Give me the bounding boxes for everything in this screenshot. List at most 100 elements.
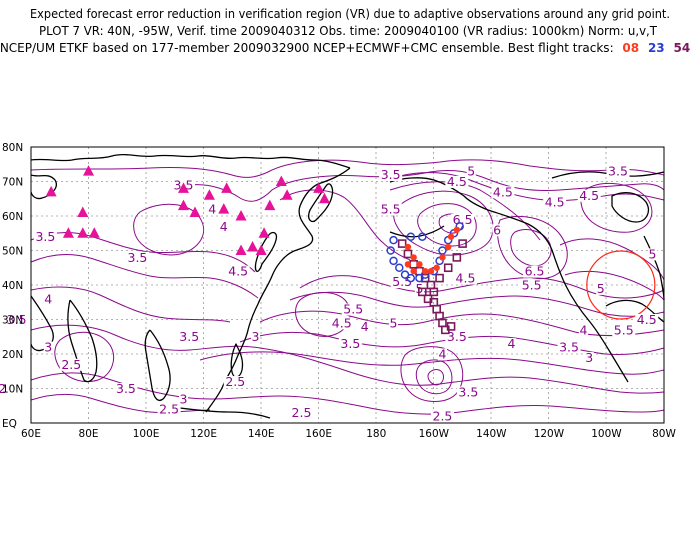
track-54-point — [420, 273, 430, 283]
map-frame — [30, 146, 665, 424]
contour-label-bg — [219, 220, 229, 233]
contour-label: 3.5 — [608, 164, 628, 179]
contour-5.5-ring — [393, 190, 494, 256]
triangle-marker — [264, 199, 276, 211]
contour-label-bg — [543, 196, 567, 209]
triangle-marker — [218, 203, 230, 214]
track-54-point — [443, 263, 453, 273]
contour-label: 5 — [390, 315, 398, 330]
contour-label-bg — [466, 165, 476, 178]
contour-label-bg — [445, 175, 469, 188]
contour-label-bg — [43, 293, 53, 306]
track-54-point — [446, 322, 456, 331]
contour-label: 2.5 — [292, 405, 312, 420]
contour-label-bg — [596, 282, 606, 295]
contour-low-ring-2 — [415, 359, 453, 395]
coast-eurasia-north — [30, 153, 351, 169]
track-54-point — [429, 287, 439, 297]
contour-label: 4.5 — [493, 184, 513, 199]
lon-label: 140E — [248, 428, 275, 440]
track-08-point — [410, 268, 417, 275]
contour-label: 4.5 — [579, 188, 599, 203]
contour-3-south — [30, 324, 665, 394]
contour-label-bg — [33, 231, 57, 244]
contour-label: 4 — [208, 202, 216, 217]
contour-high-ring-west — [295, 292, 351, 337]
track-23-point — [389, 235, 398, 245]
lon-label: 120E — [190, 428, 217, 440]
contour-label: 3.5 — [340, 336, 360, 351]
track-54-point — [458, 239, 467, 248]
lat-label: EQ — [2, 418, 17, 430]
coast-gulf-of-mexico — [605, 299, 665, 323]
triangle-marker — [247, 241, 259, 252]
contour-low-ring-1 — [400, 346, 464, 402]
lat-label: 40N — [2, 280, 23, 292]
contour-label-bg — [606, 165, 630, 178]
contour-5.5-pacific — [299, 275, 665, 299]
contour-label: 3.5 — [381, 167, 401, 182]
track-23-point — [389, 256, 398, 266]
lat-label: 30N — [2, 315, 23, 327]
contour-label: 4.5 — [545, 195, 565, 210]
contour-label: 6.5 — [525, 264, 545, 279]
contour-label-bg — [5, 313, 29, 326]
coast-indonesia — [179, 407, 271, 419]
contour-label: 4 — [508, 336, 516, 351]
track-23-point — [406, 232, 416, 241]
flight-track-08 — [404, 226, 461, 275]
map-panel: 3.54.554.53.54.55.56.563.5443.53.54.543.… — [0, 146, 665, 424]
track-23-point — [418, 232, 427, 241]
title-line-3: NCEP/UM ETKF based on 177-member 2009032… — [0, 41, 690, 55]
lat-label: 10N — [2, 384, 23, 396]
track-23-point — [406, 273, 416, 283]
contour-label-bg — [437, 348, 447, 361]
track-08-legend: 08 — [622, 41, 639, 55]
contour-label: 4.5 — [637, 312, 657, 327]
contour-label: 3 — [251, 329, 259, 344]
contour-6-ring — [417, 203, 477, 247]
track-23-legend: 23 — [648, 41, 665, 55]
track-08-point — [404, 243, 412, 251]
contour-label: 4 — [361, 319, 369, 334]
track-54-point — [397, 239, 407, 248]
track-54-point — [435, 273, 444, 283]
contour-3.5-north — [30, 159, 665, 178]
contour-label-bg — [379, 203, 403, 216]
triangle-marker — [235, 210, 247, 221]
coast-indochina — [144, 329, 171, 402]
contour-label-bg — [43, 341, 53, 354]
contour-low-ring-3 — [427, 369, 444, 386]
track-08-point — [421, 268, 429, 275]
coast-aleutians — [389, 225, 445, 238]
contour-label-bg — [177, 331, 201, 344]
coast-hudson — [611, 191, 650, 223]
contour-west-lobe-3.5 — [30, 232, 256, 273]
contour-label: 4 — [579, 322, 587, 337]
coast-north-america-west — [551, 249, 629, 383]
contour-label: 6 — [493, 222, 501, 237]
contour-label-bg — [338, 338, 362, 351]
lat-label: 60N — [2, 211, 23, 223]
triangle-marker — [275, 175, 287, 186]
track-08-point — [433, 264, 440, 271]
contour-label-bg — [451, 213, 475, 226]
contour-label: 2.5 — [225, 374, 245, 389]
lon-label: 100W — [591, 428, 622, 440]
contour-label: 3.5 — [35, 229, 55, 244]
triangle-marker — [62, 227, 74, 238]
contour-label: 2.5 — [61, 357, 81, 372]
contour-5-pacific — [289, 291, 665, 317]
contour-label-bg — [492, 224, 502, 237]
contour-label-bg — [59, 358, 83, 371]
track-08-point — [404, 261, 412, 268]
contour-label-bg — [453, 272, 477, 285]
coast-east-asia — [205, 167, 351, 413]
graticule — [31, 147, 664, 423]
title-line-2: PLOT 7 VR: 40N, -95W, Verif. time 200904… — [39, 24, 658, 38]
track-08-point — [416, 261, 423, 268]
contour-label-bg — [647, 248, 657, 261]
lon-label: 160W — [419, 428, 450, 440]
contour-label: 3 — [180, 391, 188, 406]
contour-label: 3.5 — [128, 250, 148, 265]
